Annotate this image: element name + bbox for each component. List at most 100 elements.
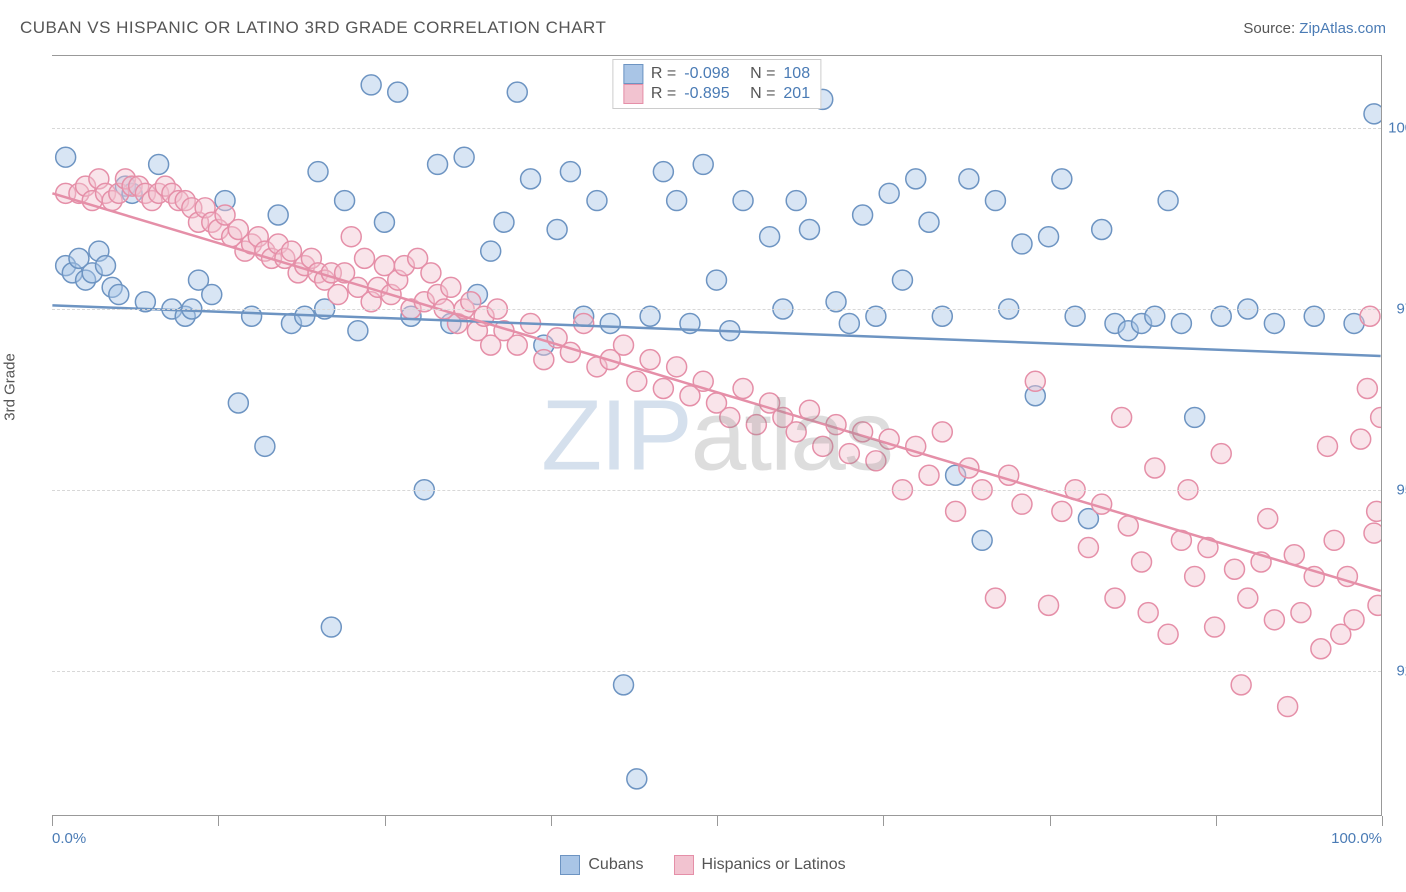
scatter-point[interactable] <box>560 162 580 182</box>
scatter-point[interactable] <box>1211 444 1231 464</box>
scatter-point[interactable] <box>1078 538 1098 558</box>
scatter-point[interactable] <box>1367 501 1381 521</box>
scatter-point[interactable] <box>507 335 527 355</box>
scatter-point[interactable] <box>786 422 806 442</box>
scatter-point[interactable] <box>733 191 753 211</box>
scatter-point[interactable] <box>1012 494 1032 514</box>
scatter-point[interactable] <box>985 191 1005 211</box>
scatter-point[interactable] <box>653 379 673 399</box>
scatter-point[interactable] <box>1264 313 1284 333</box>
scatter-point[interactable] <box>355 248 375 268</box>
scatter-point[interactable] <box>839 444 859 464</box>
scatter-point[interactable] <box>1311 639 1331 659</box>
scatter-point[interactable] <box>1105 588 1125 608</box>
scatter-point[interactable] <box>1112 407 1132 427</box>
scatter-point[interactable] <box>906 169 926 189</box>
scatter-point[interactable] <box>627 769 647 789</box>
legend-item-0[interactable]: Cubans <box>560 855 643 875</box>
scatter-point[interactable] <box>1278 697 1298 717</box>
scatter-point[interactable] <box>388 82 408 102</box>
scatter-point[interactable] <box>1205 617 1225 637</box>
scatter-point[interactable] <box>866 451 886 471</box>
scatter-point[interactable] <box>1238 588 1258 608</box>
scatter-point[interactable] <box>441 277 461 297</box>
scatter-point[interactable] <box>1344 610 1364 630</box>
scatter-point[interactable] <box>1258 509 1278 529</box>
scatter-point[interactable] <box>720 407 740 427</box>
scatter-point[interactable] <box>1291 603 1311 623</box>
scatter-point[interactable] <box>760 227 780 247</box>
scatter-point[interactable] <box>1357 379 1377 399</box>
scatter-point[interactable] <box>56 147 76 167</box>
scatter-point[interactable] <box>202 285 222 305</box>
scatter-point[interactable] <box>1132 552 1152 572</box>
scatter-point[interactable] <box>1225 559 1245 579</box>
scatter-point[interactable] <box>1185 566 1205 586</box>
scatter-point[interactable] <box>328 285 348 305</box>
scatter-point[interactable] <box>1368 595 1381 615</box>
scatter-point[interactable] <box>228 393 248 413</box>
scatter-point[interactable] <box>614 675 634 695</box>
scatter-point[interactable] <box>534 350 554 370</box>
scatter-point[interactable] <box>1264 610 1284 630</box>
scatter-point[interactable] <box>574 313 594 333</box>
source-link[interactable]: ZipAtlas.com <box>1299 20 1386 37</box>
scatter-point[interactable] <box>428 154 448 174</box>
scatter-point[interactable] <box>707 270 727 290</box>
scatter-point[interactable] <box>1052 169 1072 189</box>
scatter-point[interactable] <box>481 241 501 261</box>
scatter-point[interactable] <box>1185 407 1205 427</box>
scatter-point[interactable] <box>959 169 979 189</box>
scatter-point[interactable] <box>839 313 859 333</box>
scatter-point[interactable] <box>348 321 368 341</box>
scatter-point[interactable] <box>96 256 116 276</box>
scatter-point[interactable] <box>1158 191 1178 211</box>
scatter-point[interactable] <box>268 205 288 225</box>
scatter-point[interactable] <box>341 227 361 247</box>
scatter-point[interactable] <box>1138 603 1158 623</box>
scatter-point[interactable] <box>653 162 673 182</box>
scatter-point[interactable] <box>1025 371 1045 391</box>
scatter-point[interactable] <box>879 183 899 203</box>
scatter-point[interactable] <box>919 465 939 485</box>
legend-item-1[interactable]: Hispanics or Latinos <box>674 855 846 875</box>
scatter-point[interactable] <box>109 285 129 305</box>
scatter-point[interactable] <box>1351 429 1371 449</box>
scatter-point[interactable] <box>454 147 474 167</box>
scatter-point[interactable] <box>1039 227 1059 247</box>
scatter-point[interactable] <box>1158 624 1178 644</box>
scatter-point[interactable] <box>421 263 441 283</box>
scatter-point[interactable] <box>1371 407 1381 427</box>
scatter-point[interactable] <box>255 436 275 456</box>
scatter-point[interactable] <box>1092 219 1112 239</box>
scatter-point[interactable] <box>667 357 687 377</box>
scatter-point[interactable] <box>627 371 647 391</box>
scatter-point[interactable] <box>374 212 394 232</box>
scatter-point[interactable] <box>799 219 819 239</box>
scatter-point[interactable] <box>693 154 713 174</box>
scatter-point[interactable] <box>733 379 753 399</box>
scatter-point[interactable] <box>547 219 567 239</box>
scatter-point[interactable] <box>600 313 620 333</box>
scatter-point[interactable] <box>1012 234 1032 254</box>
scatter-point[interactable] <box>1118 516 1138 536</box>
scatter-point[interactable] <box>335 191 355 211</box>
scatter-point[interactable] <box>1318 436 1338 456</box>
scatter-point[interactable] <box>1145 458 1165 478</box>
scatter-point[interactable] <box>321 617 341 637</box>
scatter-point[interactable] <box>494 212 514 232</box>
scatter-point[interactable] <box>813 436 833 456</box>
scatter-point[interactable] <box>892 270 912 290</box>
scatter-point[interactable] <box>1039 595 1059 615</box>
scatter-point[interactable] <box>507 82 527 102</box>
scatter-point[interactable] <box>985 588 1005 608</box>
scatter-point[interactable] <box>1171 313 1191 333</box>
scatter-point[interactable] <box>1052 501 1072 521</box>
scatter-point[interactable] <box>972 530 992 550</box>
scatter-point[interactable] <box>361 75 381 95</box>
scatter-point[interactable] <box>786 191 806 211</box>
scatter-point[interactable] <box>149 154 169 174</box>
scatter-point[interactable] <box>746 415 766 435</box>
scatter-point[interactable] <box>946 501 966 521</box>
scatter-point[interactable] <box>308 162 328 182</box>
